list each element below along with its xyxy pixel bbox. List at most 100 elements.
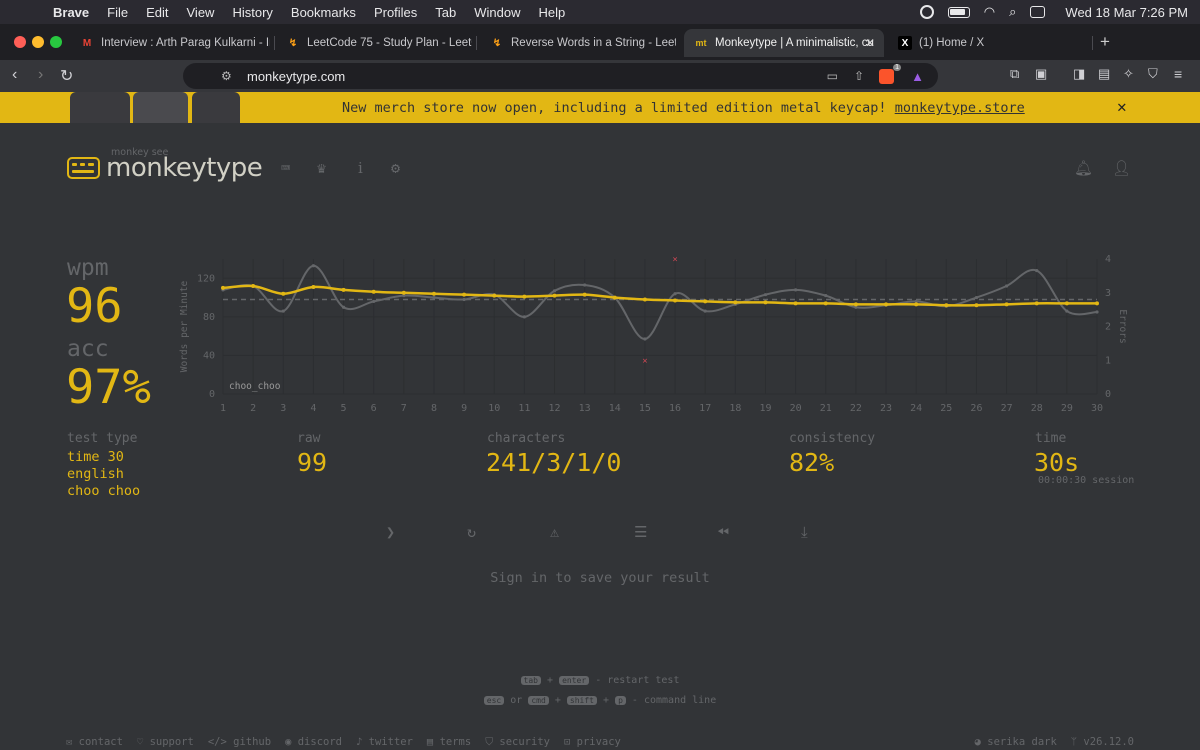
footer-privacy[interactable]: ⊡ privacy <box>564 736 621 749</box>
menu-profiles[interactable]: Profiles <box>373 4 418 20</box>
y2-tick-label: 3 <box>1105 288 1111 299</box>
tab-monkeytype[interactable]: mt Monkeytype | A minimalistic, cu ✕ <box>684 29 884 57</box>
restart-test-icon[interactable]: ↻ <box>467 523 477 541</box>
mail-icon: ✉ <box>66 736 79 748</box>
menu-history[interactable]: History <box>232 4 273 20</box>
footer-github[interactable]: </> github <box>208 736 271 749</box>
tab-title: LeetCode 75 - Study Plan - LeetCo <box>307 37 472 49</box>
battery-icon[interactable] <box>947 6 970 18</box>
notifications-bell-icon[interactable]: 🔔︎ <box>1074 159 1094 177</box>
new-tab-icon[interactable]: + <box>1100 32 1110 51</box>
tab-x-home[interactable]: X (1) Home / X <box>888 29 1088 57</box>
leo-ai-icon[interactable]: ✧ <box>1123 66 1134 81</box>
wifi-icon[interactable]: ◠ <box>983 4 996 19</box>
session-time: 00:00:30 session <box>1038 475 1135 486</box>
menu-view[interactable]: View <box>186 4 215 20</box>
wpm-point <box>371 289 376 294</box>
footer-discord[interactable]: ◉ discord <box>285 736 342 749</box>
wpm-point <box>251 284 256 288</box>
raw-point <box>854 305 858 309</box>
version-button[interactable]: ᛘ v26.12.0 <box>1071 736 1134 748</box>
error-marker: × <box>642 356 647 366</box>
footer-link-label: twitter <box>368 736 413 748</box>
raw-point <box>824 294 828 298</box>
window-close-button[interactable] <box>14 36 26 48</box>
leaderboard-crown-icon[interactable]: ♛ <box>317 159 327 177</box>
footer-support[interactable]: ♡ support <box>137 736 194 749</box>
footer-security[interactable]: ⛉ security <box>485 736 550 749</box>
keyboard-icon[interactable]: ⌨ <box>281 159 291 177</box>
menu-tab[interactable]: Tab <box>435 4 457 20</box>
tab-title: Reverse Words in a String - LeetCo <box>511 37 676 49</box>
raw-point <box>974 295 979 300</box>
footer-twitter[interactable]: ♪ twitter <box>356 736 413 749</box>
raw-label: raw <box>297 431 321 446</box>
raw-point <box>673 292 677 296</box>
sign-in-link[interactable]: Sign in to save your result <box>490 570 710 586</box>
monkeytype-logo[interactable]: monkey see monkeytype <box>67 147 263 183</box>
sidebar-icon[interactable]: ◨ <box>1073 66 1086 81</box>
menu-window[interactable]: Window <box>474 4 521 20</box>
control-center-icon[interactable] <box>1030 6 1046 18</box>
status-app-icon[interactable] <box>919 5 934 19</box>
next-test-icon[interactable]: ❯ <box>386 523 396 541</box>
site-settings-icon[interactable]: ⚙ <box>221 69 232 83</box>
footer-link-label: contact <box>78 736 123 748</box>
address-bar[interactable]: ⚙ monkeytype.com ▭ ⇧ 1 ▲ <box>183 63 938 89</box>
brave-rewards-icon[interactable]: ▲ <box>911 68 924 84</box>
menu-bookmarks[interactable]: Bookmarks <box>290 4 356 20</box>
report-warning-icon[interactable]: ⚠ <box>550 523 560 541</box>
tab-reverse-words[interactable]: ↯ Reverse Words in a String - LeetCo <box>480 29 676 57</box>
version-text: v26.12.0 <box>1083 736 1134 748</box>
vpn-icon[interactable]: ⛉ <box>1148 66 1158 81</box>
wpm-point <box>733 300 738 305</box>
tab-close-icon[interactable]: ✕ <box>864 36 875 50</box>
wallet-icon[interactable]: ▤ <box>1098 66 1111 81</box>
wpm-point <box>642 297 647 302</box>
consistency-label: consistency <box>789 431 876 446</box>
wpm-value: 96 <box>66 279 123 334</box>
tab-gmail[interactable]: M Interview : Arth Parag Kulkarni - Int <box>70 29 270 57</box>
spotlight-search-icon[interactable]: ⌕ <box>1009 4 1017 19</box>
extension-icon[interactable]: ▣ <box>1035 66 1048 81</box>
theme-button[interactable]: ◕ serika dark <box>975 736 1057 748</box>
save-screenshot-icon[interactable]: ⤓ <box>801 523 808 541</box>
back-icon[interactable]: ‹ <box>12 66 18 83</box>
about-info-icon[interactable]: i <box>358 159 363 177</box>
account-user-icon[interactable]: 👤︎ <box>1112 159 1132 177</box>
cast-icon[interactable]: ▭ <box>826 69 838 83</box>
menu-app[interactable]: Brave <box>53 4 90 20</box>
acc-value: 97% <box>66 360 151 415</box>
replay-rewind-icon[interactable]: ⏪︎ <box>717 523 730 541</box>
hint-or: or <box>510 695 523 706</box>
footer-terms[interactable]: ▤ terms <box>427 736 471 749</box>
menu-help[interactable]: Help <box>538 4 566 20</box>
characters-label: characters <box>487 431 566 446</box>
y-tick-label: 80 <box>203 312 215 323</box>
gmail-icon: M <box>82 37 92 49</box>
menu-icon[interactable]: ≡ <box>1174 66 1183 82</box>
extensions-icon[interactable]: ⧉ <box>1010 66 1020 81</box>
forward-icon[interactable]: › <box>38 66 44 83</box>
url-text: monkeytype.com <box>247 68 346 84</box>
settings-gear-icon[interactable]: ⚙ <box>391 159 401 177</box>
window-minimize-button[interactable] <box>32 36 44 48</box>
footer-contact[interactable]: ✉ contact <box>66 736 123 749</box>
menu-edit[interactable]: Edit <box>146 4 169 20</box>
brave-shields-icon[interactable] <box>879 68 894 84</box>
x-tick-label: 6 <box>371 403 377 414</box>
window-zoom-button[interactable] <box>50 36 62 48</box>
banner-close-icon[interactable]: ✕ <box>1117 97 1127 116</box>
reload-icon[interactable]: ↻ <box>60 68 74 85</box>
menu-file[interactable]: File <box>107 4 129 20</box>
tab-leetcode-75[interactable]: ↯ LeetCode 75 - Study Plan - LeetCo <box>276 29 472 57</box>
menubar-clock[interactable]: Wed 18 Mar 7:26 PM <box>1065 4 1188 20</box>
word-history-icon[interactable]: ☰ <box>634 523 648 541</box>
x-tick-label: 14 <box>609 403 621 414</box>
terms-icon: ▤ <box>426 736 440 748</box>
share-icon[interactable]: ⇧ <box>853 69 864 83</box>
sign-in-prompt: Sign in to save your result <box>0 570 1200 586</box>
key-shift: shift <box>566 696 597 705</box>
merch-store-link[interactable]: monkeytype.store <box>894 100 1025 116</box>
